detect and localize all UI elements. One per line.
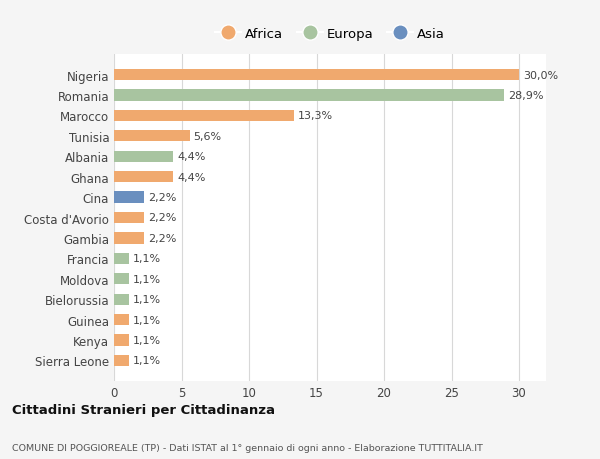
Text: 2,2%: 2,2%	[148, 213, 176, 223]
Bar	[114, 90, 504, 101]
Text: 1,1%: 1,1%	[133, 254, 161, 264]
Text: 1,1%: 1,1%	[133, 356, 161, 365]
Bar	[114, 131, 190, 142]
Text: 2,2%: 2,2%	[148, 233, 176, 243]
Text: 1,1%: 1,1%	[133, 335, 161, 345]
Bar	[114, 111, 293, 122]
Bar	[114, 355, 129, 366]
Bar	[114, 335, 129, 346]
Text: 5,6%: 5,6%	[194, 132, 222, 141]
Text: 13,3%: 13,3%	[298, 111, 333, 121]
Legend: Africa, Europa, Asia: Africa, Europa, Asia	[209, 22, 451, 46]
Text: 1,1%: 1,1%	[133, 295, 161, 304]
Text: 4,4%: 4,4%	[178, 152, 206, 162]
Bar	[114, 274, 129, 285]
Bar	[114, 294, 129, 305]
Bar	[114, 314, 129, 325]
Bar	[114, 253, 129, 264]
Text: 28,9%: 28,9%	[508, 91, 544, 101]
Bar	[114, 213, 144, 224]
Text: 1,1%: 1,1%	[133, 274, 161, 284]
Text: Cittadini Stranieri per Cittadinanza: Cittadini Stranieri per Cittadinanza	[12, 403, 275, 416]
Bar	[114, 192, 144, 203]
Text: 4,4%: 4,4%	[178, 172, 206, 182]
Text: 30,0%: 30,0%	[523, 71, 558, 80]
Text: 2,2%: 2,2%	[148, 193, 176, 203]
Bar	[114, 151, 173, 162]
Bar	[114, 172, 173, 183]
Bar	[114, 70, 519, 81]
Bar	[114, 233, 144, 244]
Text: COMUNE DI POGGIOREALE (TP) - Dati ISTAT al 1° gennaio di ogni anno - Elaborazion: COMUNE DI POGGIOREALE (TP) - Dati ISTAT …	[12, 443, 483, 452]
Text: 1,1%: 1,1%	[133, 315, 161, 325]
